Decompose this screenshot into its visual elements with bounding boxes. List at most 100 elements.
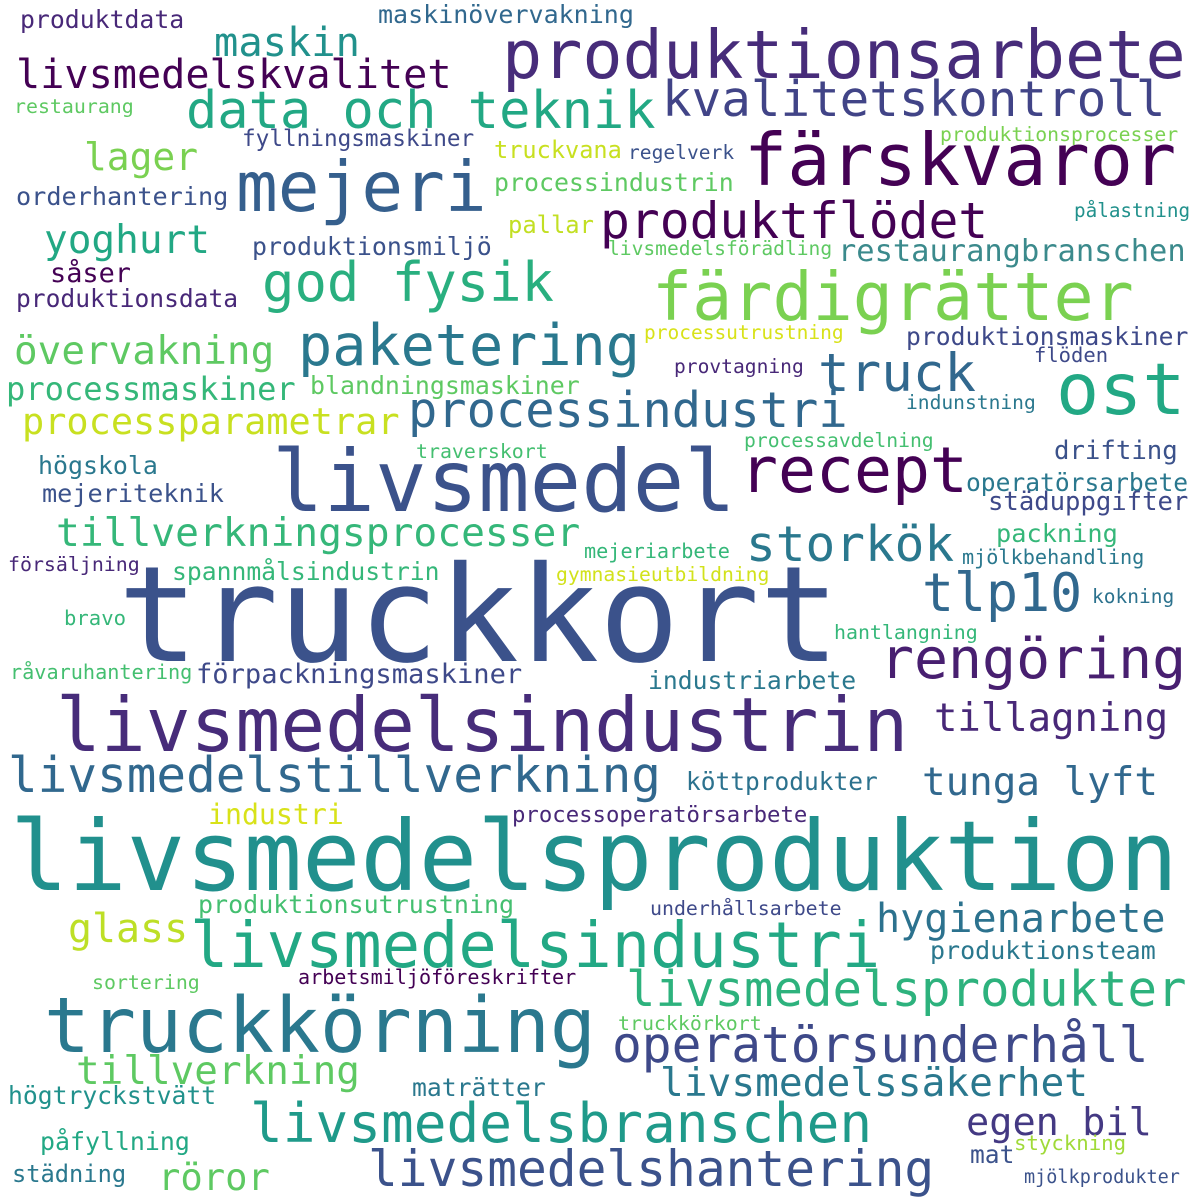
word-egen-bil: egen bil	[966, 1099, 1152, 1145]
word-processavdelning: processavdelning	[744, 429, 934, 453]
word-gymnasieutbildning: gymnasieutbildning	[556, 563, 770, 587]
word-recept: recept	[740, 433, 968, 508]
word-livsmedelsforadling: livsmedelsförädling	[608, 237, 833, 261]
word-industri: industri	[208, 797, 344, 831]
word-produktionsmaskiner: produktionsmaskiner	[906, 321, 1189, 351]
word-god-fysik: god fysik	[262, 251, 555, 315]
word-overvakning: övervakning	[14, 329, 275, 375]
word-roror: röror	[158, 1155, 270, 1200]
word-produktionsmiljo: produktionsmiljö	[252, 231, 492, 261]
word-drifting: drifting	[1054, 436, 1178, 467]
word-livsmedelsindustri: livsmedelsindustri	[190, 909, 881, 984]
word-produktionsutrustning: produktionsutrustning	[198, 889, 515, 919]
word-pallar: pallar	[508, 211, 594, 240]
word-livsmedelssakerhet: livsmedelssäkerhet	[660, 1060, 1089, 1107]
word-hogtryckstvatt: högtryckstvätt	[8, 1080, 217, 1110]
word-livsmedelskvalitet: livsmedelskvalitet	[16, 51, 452, 98]
word-matratter: maträtter	[412, 1072, 546, 1102]
word-palastning: pålastning	[1074, 199, 1191, 223]
word-pafyllning: påfyllning	[40, 1126, 190, 1156]
word-truckkort: truckkort	[118, 538, 840, 694]
word-paketering: paketering	[298, 312, 640, 379]
word-livsmedelsbranschen: livsmedelsbranschen	[250, 1091, 873, 1155]
word-restaurangbranschen: restaurangbranschen	[838, 233, 1186, 269]
word-truckkorkort: truckkörkort	[618, 1012, 762, 1035]
word-operatorsunderhall: operatörsunderhåll	[612, 1016, 1149, 1075]
word-tlp10: tlp10	[922, 562, 1083, 625]
word-fyllningsmaskiner: fyllningsmaskiner	[242, 125, 475, 152]
word-stadning: städning	[12, 1160, 127, 1189]
word-arbetsmiljoforeskrifter: arbetsmiljöföreskrifter	[298, 965, 577, 989]
word-glass: glass	[68, 906, 189, 953]
word-underhallsarbete: underhållsarbete	[650, 897, 842, 920]
word-processindustri: processindustri	[408, 382, 848, 439]
word-produktionsarbete: produktionsarbete	[502, 15, 1186, 94]
word-produktflodet: produktflödet	[600, 192, 989, 251]
word-tillverkning: tillverkning	[76, 1049, 360, 1095]
word-ost: ost	[1056, 347, 1186, 432]
word-hygienarbete: hygienarbete	[876, 895, 1166, 942]
word-storkok: storkök	[746, 515, 955, 574]
word-rengoring: rengöring	[880, 626, 1187, 692]
word-produktdata: produktdata	[20, 4, 185, 34]
word-mejeri: mejeri	[236, 148, 487, 229]
word-maskin: maskin	[214, 17, 360, 66]
word-produktionsdata: produktionsdata	[16, 283, 239, 313]
word-operatorsarbete: operatörsarbete	[966, 467, 1189, 497]
word-mejeriteknik: mejeriteknik	[42, 479, 224, 509]
word-produktionsprocesser: produktionsprocesser	[940, 123, 1179, 147]
word-packning: packning	[996, 519, 1118, 549]
word-saser: såser	[50, 257, 131, 289]
word-fardigratter: färdigrätter	[652, 257, 1134, 336]
word-kvalitetskontroll: kvalitetskontroll	[662, 70, 1166, 129]
word-floden: flöden	[1034, 342, 1109, 367]
word-truckvana: truckvana	[494, 136, 622, 165]
word-processparametrar: processparametrar	[22, 399, 400, 443]
word-staduppgifter: städuppgifter	[988, 487, 1189, 518]
word-tillverkningsprocesser: tillverkningsprocesser	[56, 510, 581, 557]
word-industriarbete: industriarbete	[648, 665, 857, 695]
word-mjolkprodukter: mjölkprodukter	[1024, 1166, 1180, 1188]
word-kottprodukter: köttprodukter	[686, 766, 878, 796]
word-livsmedelshantering: livsmedelshantering	[368, 1140, 935, 1199]
word-hogskola: högskola	[38, 450, 158, 480]
word-hantlangning: hantlangning	[834, 621, 978, 644]
word-truck: truck	[818, 342, 977, 404]
word-bravo: bravo	[64, 605, 126, 630]
word-processindustrin: processindustrin	[494, 167, 734, 197]
word-spannmalsindustrin: spannmålsindustrin	[172, 556, 440, 586]
word-livsmedelsprodukter: livsmedelsprodukter	[626, 960, 1187, 1018]
word-processutrustning: processutrustning	[644, 321, 844, 345]
word-mejeriarbete: mejeriarbete	[584, 538, 730, 563]
word-kokning: kokning	[1092, 585, 1175, 609]
word-mjolkbehandling: mjölkbehandling	[962, 544, 1145, 569]
word-farskvaror: färskvaror	[744, 118, 1177, 203]
word-restaurang: restaurang	[14, 95, 134, 118]
word-styckning: styckning	[1014, 1130, 1127, 1155]
word-forpackningsmaskiner: förpackningsmaskiner	[196, 658, 523, 690]
word-provtagning: provtagning	[674, 355, 804, 379]
word-forsaljning: försäljning	[8, 553, 140, 576]
word-regelverk: regelverk	[628, 141, 735, 165]
word-indunstning: indunstning	[906, 391, 1036, 415]
word-tillagning: tillagning	[934, 695, 1169, 741]
word-livsmedel: livsmedel	[272, 433, 736, 533]
word-livsmedelstillverkning: livsmedelstillverkning	[8, 746, 661, 805]
word-livsmedelsindustrin: livsmedelsindustrin	[56, 681, 909, 769]
word-tunga-lyft: tunga lyft	[922, 760, 1158, 806]
word-data-och-teknik: data och teknik	[186, 81, 656, 141]
word-maskinovervakning: maskinövervakning	[378, 0, 634, 29]
word-ravaruhantering: råvaruhantering	[10, 659, 193, 684]
word-truckkorning: truckkörning	[44, 981, 596, 1071]
word-mat: mat	[970, 1139, 1015, 1169]
word-blandningsmaskiner: blandningsmaskiner	[310, 370, 580, 400]
word-processoperatorsarbete: processoperatörsarbete	[512, 801, 808, 828]
word-sortering: sortering	[92, 971, 200, 994]
word-processmaskiner: processmaskiner	[6, 369, 296, 408]
word-lager: lager	[84, 135, 199, 180]
word-traverskort: traverskort	[416, 440, 548, 463]
word-yoghurt: yoghurt	[44, 217, 211, 264]
word-livsmedelsproduktion: livsmedelsproduktion	[10, 799, 1178, 913]
word-produktionsteam: produktionsteam	[930, 935, 1156, 965]
